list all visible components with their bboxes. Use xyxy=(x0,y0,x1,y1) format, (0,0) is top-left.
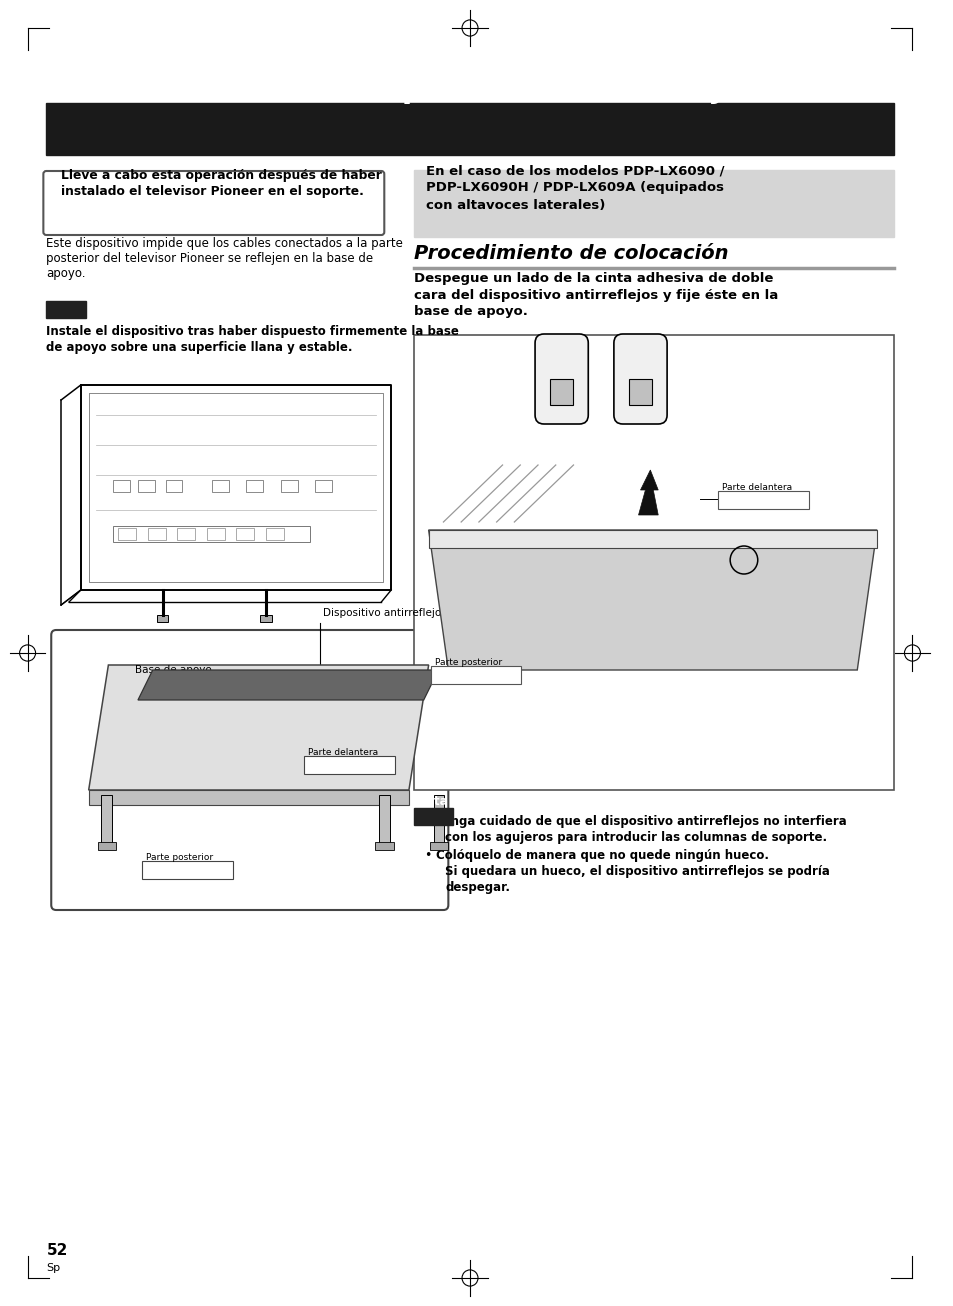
Text: base de apoyo.: base de apoyo. xyxy=(414,306,527,317)
Text: Nota: Nota xyxy=(416,795,448,808)
Text: Nota: Nota xyxy=(50,289,81,302)
Text: Parte delantera: Parte delantera xyxy=(721,483,792,492)
Text: cara del dispositivo antirreflejos y fije éste en la: cara del dispositivo antirreflejos y fij… xyxy=(414,289,778,302)
Bar xyxy=(379,795,390,845)
Text: Base de apoyo: Base de apoyo xyxy=(135,665,212,675)
Polygon shape xyxy=(428,530,876,670)
Text: Cómo instalar el dispositivo antirreflejos: Cómo instalar el dispositivo antirreflej… xyxy=(61,73,761,104)
Text: con altavoces laterales): con altavoces laterales) xyxy=(425,199,604,212)
Text: En el caso de los modelos PDP-LX6090 /: En el caso de los modelos PDP-LX6090 / xyxy=(425,165,723,178)
Text: apoyo.: apoyo. xyxy=(47,266,86,279)
Bar xyxy=(101,795,112,845)
Bar xyxy=(315,481,332,492)
Bar xyxy=(113,481,130,492)
Bar xyxy=(429,842,448,850)
Text: Parte posterior: Parte posterior xyxy=(146,853,213,862)
Polygon shape xyxy=(638,470,658,515)
Text: Parte delantera: Parte delantera xyxy=(308,748,378,757)
Text: instalado el televisor Pioneer en el soporte.: instalado el televisor Pioneer en el sop… xyxy=(61,185,364,199)
Bar xyxy=(375,842,394,850)
Bar xyxy=(236,528,253,539)
Text: despegar.: despegar. xyxy=(445,882,510,895)
Text: 52: 52 xyxy=(47,1243,68,1258)
Polygon shape xyxy=(428,530,876,549)
Bar xyxy=(212,481,229,492)
Text: Despegue un lado de la cinta adhesiva de doble: Despegue un lado de la cinta adhesiva de… xyxy=(414,272,773,285)
Bar xyxy=(414,336,893,790)
Text: Sp: Sp xyxy=(47,1263,60,1273)
Text: Procedimiento de colocación: Procedimiento de colocación xyxy=(414,244,727,263)
Bar xyxy=(260,615,272,622)
Bar xyxy=(280,481,297,492)
Text: con los agujeros para introducir las columnas de soporte.: con los agujeros para introducir las col… xyxy=(445,831,826,844)
Text: Este dispositivo impide que los cables conectados a la parte: Este dispositivo impide que los cables c… xyxy=(47,236,403,249)
Bar xyxy=(549,379,573,405)
FancyBboxPatch shape xyxy=(535,334,588,424)
Bar xyxy=(113,526,310,542)
Text: posterior del televisor Pioneer se reflejen en la base de: posterior del televisor Pioneer se refle… xyxy=(47,252,373,265)
FancyBboxPatch shape xyxy=(613,334,666,424)
Polygon shape xyxy=(89,665,428,790)
Bar xyxy=(177,528,195,539)
FancyBboxPatch shape xyxy=(142,861,233,879)
Text: •: • xyxy=(423,815,431,828)
Text: de apoyo sobre una superficie llana y estable.: de apoyo sobre una superficie llana y es… xyxy=(47,341,353,354)
FancyBboxPatch shape xyxy=(43,171,384,235)
Bar xyxy=(414,808,453,825)
FancyBboxPatch shape xyxy=(51,629,448,910)
FancyBboxPatch shape xyxy=(430,666,520,684)
Text: •: • xyxy=(423,849,431,862)
Text: PDP-LX6090H / PDP-LX609A (equipados: PDP-LX6090H / PDP-LX609A (equipados xyxy=(425,182,723,195)
Polygon shape xyxy=(138,670,438,700)
Text: Dispositivo antirreflejos: Dispositivo antirreflejos xyxy=(323,609,447,618)
Bar xyxy=(118,528,136,539)
Bar xyxy=(47,300,86,317)
Bar xyxy=(414,170,893,236)
FancyBboxPatch shape xyxy=(718,491,808,509)
Bar xyxy=(166,481,182,492)
Bar xyxy=(628,379,652,405)
Bar xyxy=(266,528,283,539)
Bar xyxy=(148,528,166,539)
Bar xyxy=(47,103,893,155)
Bar xyxy=(97,842,116,850)
Bar xyxy=(246,481,263,492)
Bar xyxy=(207,528,224,539)
FancyBboxPatch shape xyxy=(304,756,395,774)
Text: Lleve a cabo esta operación después de haber: Lleve a cabo esta operación después de h… xyxy=(61,168,381,182)
Bar xyxy=(433,795,444,845)
Text: Tenga cuidado de que el dispositivo antirreflejos no interfiera: Tenga cuidado de que el dispositivo anti… xyxy=(436,815,845,828)
Text: Si quedara un hueco, el dispositivo antirreflejos se podría: Si quedara un hueco, el dispositivo anti… xyxy=(445,865,829,878)
Text: Parte posterior: Parte posterior xyxy=(435,658,501,667)
Text: Colóquelo de manera que no quede ningún hueco.: Colóquelo de manera que no quede ningún … xyxy=(436,849,768,862)
Polygon shape xyxy=(89,790,409,804)
Bar xyxy=(156,615,169,622)
Text: Instale el dispositivo tras haber dispuesto firmemente la base: Instale el dispositivo tras haber dispue… xyxy=(47,325,458,338)
Bar xyxy=(138,481,154,492)
